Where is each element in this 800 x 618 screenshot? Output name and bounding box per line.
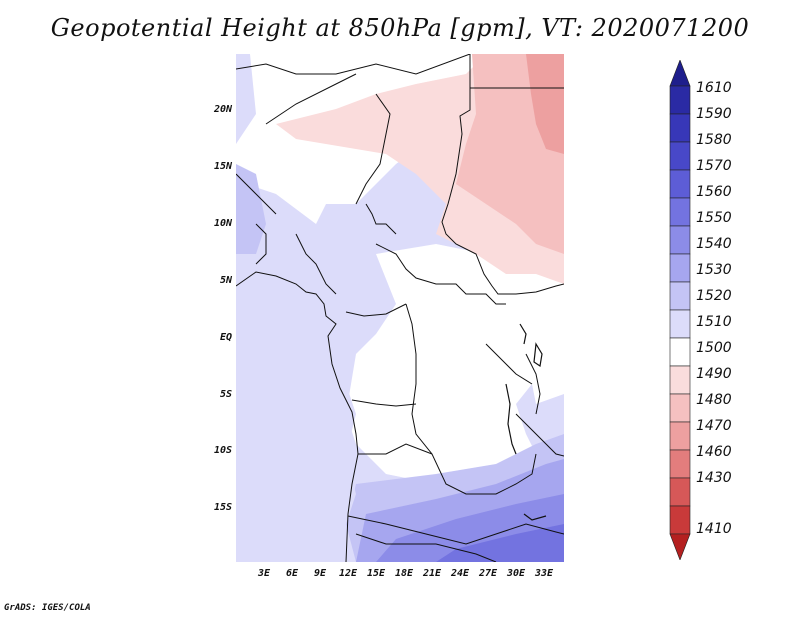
footer-credit: GrADS: IGES/COLA xyxy=(4,603,91,613)
lon-tick-21e: 21E xyxy=(422,568,442,579)
colorbar-label-1430: 1430 xyxy=(696,470,732,486)
lon-tick-18e: 18E xyxy=(394,568,414,579)
colorbar-label-1590: 1590 xyxy=(696,106,732,122)
colorbar-label-1580: 1580 xyxy=(696,132,732,148)
colorbar-label-1480: 1480 xyxy=(696,392,732,408)
lon-tick-27e: 27E xyxy=(478,568,498,579)
lon-tick-15e: 15E xyxy=(366,568,386,579)
field-1520-sw xyxy=(236,254,356,562)
colorbar-swatch xyxy=(669,169,691,199)
lat-tick-20n: 20N xyxy=(213,104,232,115)
lat-tick-10s: 10S xyxy=(213,445,232,456)
colorbar-swatch xyxy=(669,253,691,283)
colorbar-swatch xyxy=(669,393,691,423)
colorbar-label-1610: 1610 xyxy=(696,80,732,96)
colorbar-label-1570: 1570 xyxy=(696,158,732,174)
lon-tick-3e: 3E xyxy=(257,568,271,579)
colorbar-swatch xyxy=(669,365,691,395)
lat-tick-5n: 5N xyxy=(219,275,232,286)
lon-tick-12e: 12E xyxy=(338,568,358,579)
colorbar-swatch xyxy=(669,225,691,255)
lon-tick-24e: 24E xyxy=(450,568,470,579)
lat-tick-10n: 10N xyxy=(213,218,232,229)
lon-tick-9e: 9E xyxy=(313,568,327,579)
colorbar-label-1500: 1500 xyxy=(696,340,732,356)
colorbar-swatch xyxy=(669,309,691,339)
colorbar-swatch xyxy=(669,449,691,479)
chart-title: Geopotential Height at 850hPa [gpm], VT:… xyxy=(50,14,750,42)
lat-tick-15s: 15S xyxy=(213,502,232,513)
colorbar xyxy=(669,60,691,560)
colorbar-swatch xyxy=(669,60,691,87)
colorbar-swatch xyxy=(669,141,691,171)
colorbar-label-1550: 1550 xyxy=(696,210,732,226)
field-1480-ne xyxy=(526,54,564,154)
colorbar-swatch xyxy=(669,421,691,451)
colorbar-label-1470: 1470 xyxy=(696,418,732,434)
map-plot xyxy=(236,54,564,562)
lon-tick-6e: 6E xyxy=(285,568,299,579)
colorbar-label-1530: 1530 xyxy=(696,262,732,278)
colorbar-label-1410: 1410 xyxy=(696,521,732,537)
lake-outlines xyxy=(505,323,547,521)
lon-tick-33e: 33E xyxy=(534,568,554,579)
colorbar-swatch xyxy=(669,113,691,143)
lat-tick-eq: EQ xyxy=(219,332,232,343)
colorbar-label-1490: 1490 xyxy=(696,366,732,382)
colorbar-label-1510: 1510 xyxy=(696,314,732,330)
colorbar-swatch xyxy=(669,505,691,535)
colorbar-swatch xyxy=(669,85,691,115)
colorbar-swatch xyxy=(669,533,691,560)
colorbar-label-1520: 1520 xyxy=(696,288,732,304)
colorbar-label-1560: 1560 xyxy=(696,184,732,200)
lon-tick-30e: 30E xyxy=(506,568,526,579)
border-lines xyxy=(236,54,564,562)
field-1530-west xyxy=(236,164,266,254)
lat-tick-5s: 5S xyxy=(219,389,232,400)
colorbar-label-1460: 1460 xyxy=(696,444,732,460)
colorbar-label-1540: 1540 xyxy=(696,236,732,252)
colorbar-swatch xyxy=(669,337,691,367)
colorbar-swatch xyxy=(669,477,691,507)
colorbar-swatch xyxy=(669,281,691,311)
map-svg xyxy=(236,54,564,562)
colorbar-swatch xyxy=(669,197,691,227)
lat-tick-15n: 15N xyxy=(213,161,232,172)
